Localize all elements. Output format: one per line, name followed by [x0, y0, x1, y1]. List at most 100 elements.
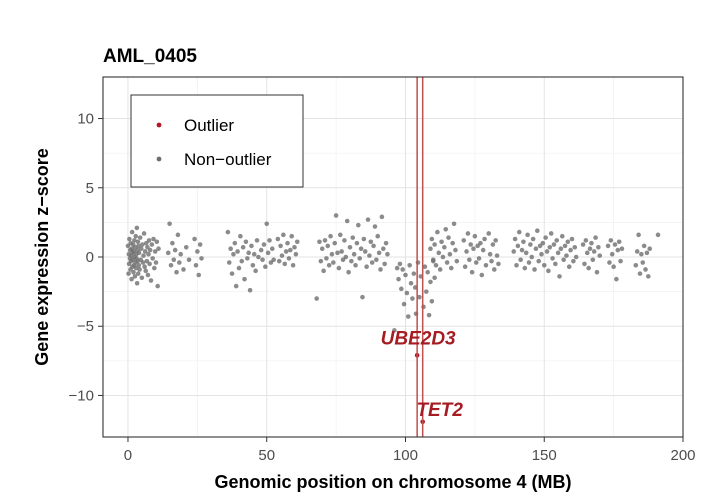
non-outlier-point — [590, 257, 596, 263]
non-outlier-point — [607, 260, 612, 265]
non-outlier-point — [565, 239, 571, 245]
non-outlier-point — [143, 268, 149, 274]
non-outlier-point — [643, 267, 648, 272]
non-outlier-point — [385, 251, 390, 257]
non-outlier-point — [448, 265, 454, 271]
non-outlier-point — [165, 250, 171, 256]
non-outlier-point — [433, 263, 439, 268]
non-outlier-point — [401, 301, 407, 307]
non-outlier-point — [411, 271, 417, 276]
annotation-label: TET2 — [416, 400, 463, 421]
non-outlier-point — [153, 260, 159, 265]
non-outlier-point — [379, 214, 385, 220]
non-outlier-point — [530, 236, 536, 242]
non-outlier-point — [476, 256, 482, 261]
non-outlier-point — [453, 247, 458, 253]
non-outlier-point — [437, 267, 443, 272]
non-outlier-point — [543, 235, 548, 240]
y-axis-title: Gene expression z−score — [32, 148, 52, 366]
non-outlier-point — [155, 283, 160, 289]
legend-box — [130, 94, 304, 188]
non-outlier-point — [582, 261, 587, 267]
non-outlier-point — [261, 242, 267, 247]
non-outlier-point — [242, 276, 247, 282]
non-outlier-point — [265, 250, 271, 256]
non-outlier-point — [471, 246, 476, 251]
non-outlier-point — [375, 233, 381, 239]
non-outlier-point — [450, 240, 455, 246]
non-outlier-point — [425, 269, 430, 275]
non-outlier-point — [569, 236, 575, 242]
non-outlier-point — [572, 245, 578, 250]
non-outlier-point — [519, 247, 525, 253]
non-outlier-point — [167, 221, 172, 227]
non-outlier-point — [489, 258, 494, 264]
non-outlier-point — [533, 246, 539, 251]
x-tick-label: 150 — [532, 447, 557, 464]
non-outlier-point — [344, 218, 350, 224]
y-tick-label: 0 — [86, 249, 94, 266]
non-outlier-point — [525, 232, 530, 238]
non-outlier-point — [239, 258, 245, 264]
non-outlier-point — [129, 276, 134, 282]
non-outlier-point — [521, 239, 526, 245]
non-outlier-point — [290, 263, 296, 268]
non-outlier-point — [135, 239, 141, 245]
non-outlier-point — [140, 260, 146, 265]
non-outlier-point — [454, 258, 460, 264]
non-outlier-point — [145, 272, 151, 278]
non-outlier-point — [532, 267, 537, 272]
non-outlier-point — [404, 290, 410, 296]
non-outlier-point — [633, 263, 639, 268]
non-outlier-point — [364, 264, 369, 269]
non-outlier-point — [228, 246, 233, 251]
non-outlier-point — [356, 222, 361, 228]
non-outlier-point — [289, 233, 295, 239]
non-outlier-point — [594, 269, 600, 275]
non-outlier-point — [432, 275, 437, 281]
non-outlier-point — [523, 250, 529, 256]
non-outlier-point — [235, 249, 240, 254]
non-outlier-point — [522, 265, 528, 271]
non-outlier-point — [286, 256, 292, 261]
non-outlier-point — [149, 242, 155, 247]
non-outlier-point — [486, 231, 492, 236]
non-outlier-point — [360, 294, 365, 300]
non-outlier-point — [465, 231, 471, 236]
non-outlier-point — [396, 276, 401, 282]
non-outlier-point — [514, 263, 519, 268]
non-outlier-point — [480, 247, 486, 253]
non-outlier-point — [589, 240, 594, 246]
non-outlier-point — [644, 250, 650, 256]
non-outlier-point — [357, 256, 362, 261]
non-outlier-point — [586, 265, 591, 271]
non-outlier-point — [640, 260, 646, 265]
non-outlier-point — [394, 265, 400, 271]
non-outlier-point — [137, 267, 142, 272]
non-outlier-point — [314, 296, 319, 301]
non-outlier-point — [580, 242, 586, 247]
non-outlier-point — [641, 243, 647, 249]
non-outlier-point — [611, 264, 616, 269]
non-outlier-point — [646, 274, 651, 279]
non-outlier-point — [487, 251, 493, 257]
non-outlier-point — [564, 253, 569, 258]
non-outlier-point — [378, 267, 383, 272]
non-outlier-point — [559, 233, 565, 239]
non-outlier-point — [232, 240, 238, 246]
non-outlier-point — [142, 249, 148, 254]
non-outlier-point — [171, 257, 177, 263]
non-outlier-point — [282, 261, 288, 267]
non-outlier-point — [536, 258, 541, 264]
non-outlier-point — [146, 238, 152, 243]
legend-label-non_outlier: Non−outlier — [184, 150, 272, 169]
non-outlier-point — [294, 239, 300, 245]
non-outlier-point — [478, 240, 483, 246]
non-outlier-point — [515, 243, 521, 249]
non-outlier-point — [550, 256, 555, 261]
non-outlier-point — [346, 269, 351, 275]
non-outlier-point — [146, 251, 151, 257]
non-outlier-point — [332, 240, 338, 246]
non-outlier-point — [358, 246, 364, 251]
non-outlier-point — [175, 232, 181, 238]
